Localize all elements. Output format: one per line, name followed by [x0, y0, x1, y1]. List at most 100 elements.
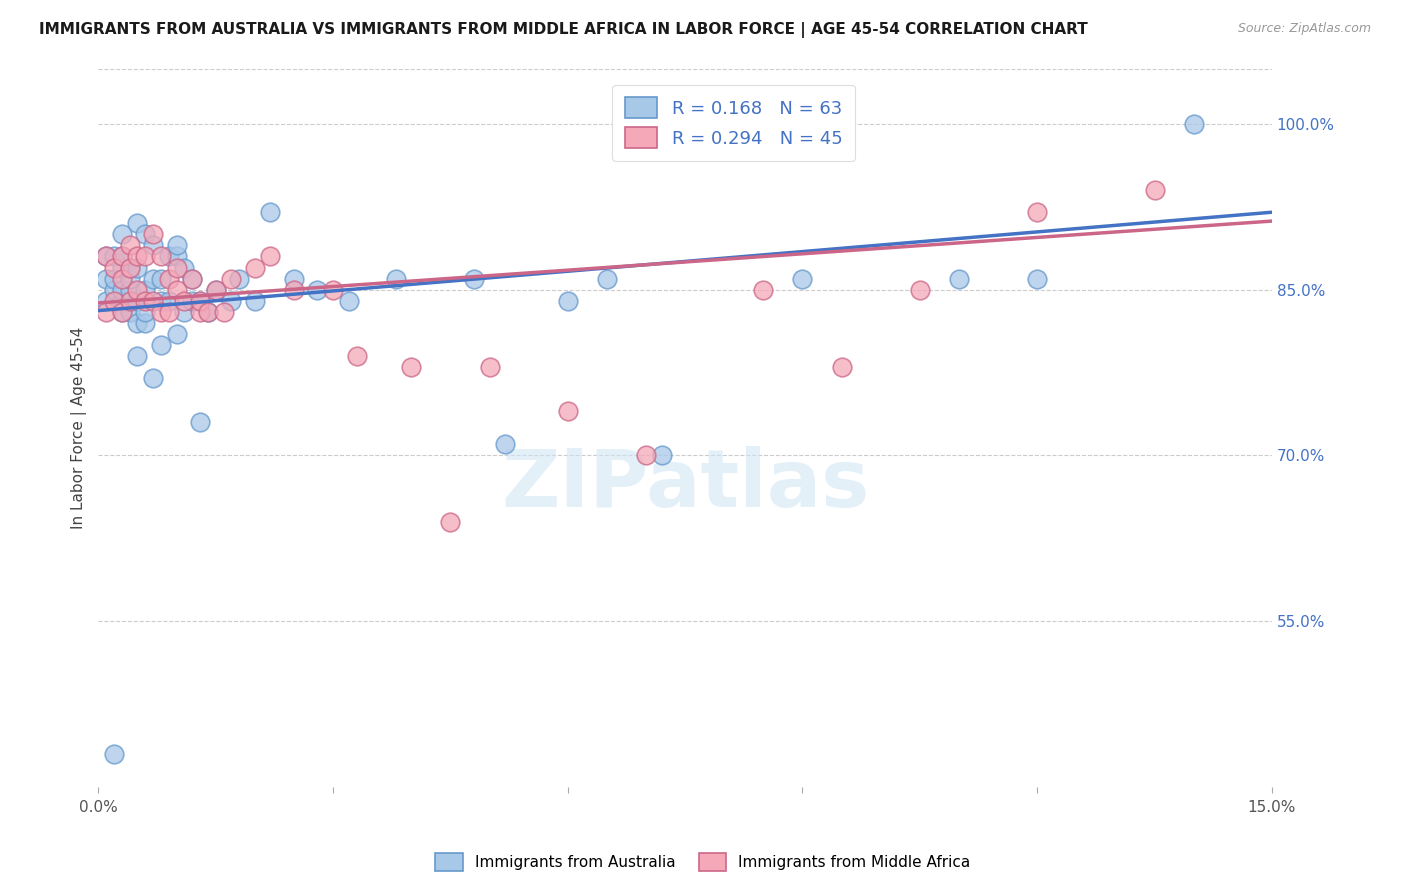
Point [134, 227, 156, 242]
Point [188, 293, 211, 308]
Point [127, 349, 149, 363]
Point [259, 205, 281, 219]
Point [478, 359, 501, 374]
Legend: R = 0.168   N = 63, R = 0.294   N = 45: R = 0.168 N = 63, R = 0.294 N = 45 [612, 85, 855, 161]
Point [142, 238, 165, 252]
Point [127, 316, 149, 330]
Point [96, 249, 118, 263]
Point [188, 415, 211, 429]
Point [173, 304, 195, 318]
Point [908, 283, 931, 297]
Point [111, 227, 134, 242]
Point [166, 283, 188, 297]
Point [346, 349, 368, 363]
Point [1026, 205, 1049, 219]
Point [111, 283, 134, 297]
Point [134, 283, 156, 297]
Point [596, 271, 619, 285]
Point [149, 249, 172, 263]
Point [96, 249, 118, 263]
Point [204, 283, 226, 297]
Point [118, 271, 141, 285]
Point [307, 283, 329, 297]
Point [111, 249, 134, 263]
Point [166, 249, 188, 263]
Point [127, 249, 149, 263]
Point [134, 249, 156, 263]
Point [322, 283, 344, 297]
Point [188, 293, 211, 308]
Point [127, 260, 149, 275]
Point [118, 238, 141, 252]
Point [204, 283, 226, 297]
Point [337, 293, 360, 308]
Point [142, 227, 165, 242]
Point [111, 249, 134, 263]
Point [1182, 117, 1205, 131]
Point [157, 293, 180, 308]
Point [118, 304, 141, 318]
Point [103, 293, 125, 308]
Point [149, 338, 172, 352]
Point [557, 293, 579, 308]
Point [96, 293, 118, 308]
Point [103, 271, 125, 285]
Point [111, 304, 134, 318]
Point [197, 304, 219, 318]
Point [111, 260, 134, 275]
Point [283, 283, 305, 297]
Point [111, 271, 134, 285]
Point [118, 260, 141, 275]
Point [212, 304, 235, 318]
Point [173, 293, 195, 308]
Text: ZIPatlas: ZIPatlas [501, 446, 869, 524]
Point [166, 260, 188, 275]
Point [134, 293, 156, 308]
Point [118, 283, 141, 297]
Point [634, 449, 657, 463]
Point [142, 293, 165, 308]
Point [752, 283, 775, 297]
Point [197, 304, 219, 318]
Point [166, 238, 188, 252]
Point [157, 304, 180, 318]
Point [173, 260, 195, 275]
Point [149, 293, 172, 308]
Point [134, 304, 156, 318]
Point [157, 271, 180, 285]
Point [103, 249, 125, 263]
Point [103, 260, 125, 275]
Point [134, 316, 156, 330]
Point [494, 437, 516, 451]
Point [181, 271, 204, 285]
Point [1026, 271, 1049, 285]
Point [142, 271, 165, 285]
Point [283, 271, 305, 285]
Point [439, 515, 461, 529]
Legend: Immigrants from Australia, Immigrants from Middle Africa: Immigrants from Australia, Immigrants fr… [426, 844, 980, 880]
Y-axis label: In Labor Force | Age 45-54: In Labor Force | Age 45-54 [72, 326, 87, 529]
Point [243, 260, 266, 275]
Point [228, 271, 250, 285]
Text: Source: ZipAtlas.com: Source: ZipAtlas.com [1237, 22, 1371, 36]
Point [96, 271, 118, 285]
Point [96, 304, 118, 318]
Point [384, 271, 406, 285]
Point [463, 271, 485, 285]
Point [792, 271, 814, 285]
Point [118, 293, 141, 308]
Point [111, 304, 134, 318]
Point [181, 293, 204, 308]
Point [118, 260, 141, 275]
Point [1143, 183, 1166, 197]
Point [243, 293, 266, 308]
Point [118, 293, 141, 308]
Text: IMMIGRANTS FROM AUSTRALIA VS IMMIGRANTS FROM MIDDLE AFRICA IN LABOR FORCE | AGE : IMMIGRANTS FROM AUSTRALIA VS IMMIGRANTS … [39, 22, 1088, 38]
Point [181, 271, 204, 285]
Point [127, 216, 149, 230]
Point [831, 359, 853, 374]
Point [103, 283, 125, 297]
Point [651, 449, 673, 463]
Point [188, 304, 211, 318]
Point [127, 283, 149, 297]
